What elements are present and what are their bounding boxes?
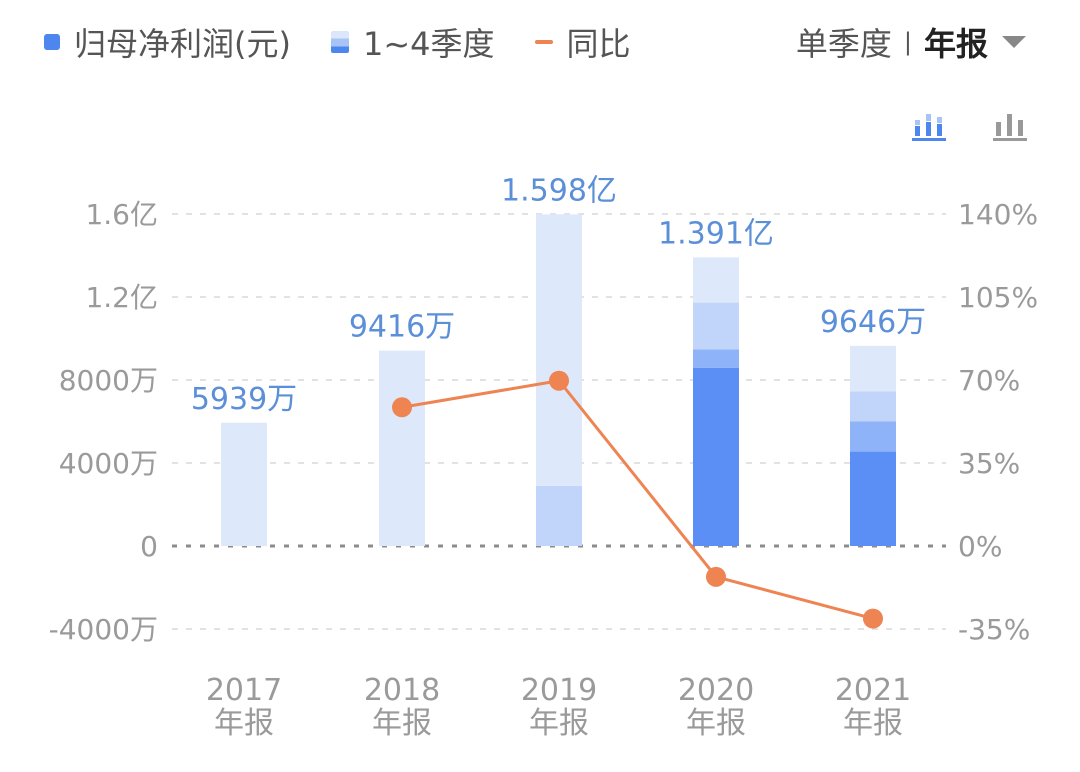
right-tick-label: 35% xyxy=(958,447,1020,480)
bar-segment[interactable] xyxy=(693,257,739,303)
chart-legend: 归母净利润(元) 1~4季度 同比 xyxy=(44,18,671,66)
net-profit-swatch-icon xyxy=(44,34,60,50)
x-tick-period: 年报 xyxy=(214,706,274,741)
bar-segment[interactable] xyxy=(693,302,739,350)
yoy-line xyxy=(392,370,883,629)
bar-segment[interactable] xyxy=(850,421,896,452)
period-switch: 单季度 | 年报 xyxy=(796,18,1026,66)
x-tick-year: 2017 xyxy=(206,673,282,708)
stacked-bars xyxy=(221,214,896,546)
quarters-swatch-icon xyxy=(330,31,349,53)
bar-segment[interactable] xyxy=(850,345,896,392)
yoy-swatch-icon xyxy=(534,40,553,44)
bar-segment[interactable] xyxy=(221,422,267,546)
legend-item-quarters[interactable]: 1~4季度 xyxy=(330,19,495,65)
period-separator: | xyxy=(903,28,912,56)
right-tick-label: 105% xyxy=(958,281,1038,314)
bar-data-label: 1.391亿 xyxy=(658,216,774,251)
period-option-quarter[interactable]: 单季度 xyxy=(795,25,892,63)
right-tick-label: 0% xyxy=(958,530,1002,563)
period-option-annual[interactable]: 年报 xyxy=(923,25,988,63)
axis-ticks: 1.6亿 1.2亿 8000万 4000万 0 -4000万 140% 105% 70% 35% 0… xyxy=(49,198,1038,741)
x-tick-period: 年报 xyxy=(372,706,432,741)
legend-label-yoy: 同比 xyxy=(566,25,631,63)
yoy-point[interactable] xyxy=(863,608,883,629)
bar-segment[interactable] xyxy=(693,349,739,368)
left-tick-label: 1.6亿 xyxy=(85,198,158,231)
bar-segment[interactable] xyxy=(850,391,896,422)
legend-item-net-profit[interactable]: 归母净利润(元) xyxy=(44,19,291,65)
bar-data-label: 1.598亿 xyxy=(501,173,617,208)
bar-segment[interactable] xyxy=(536,485,582,546)
right-tick-label: -35% xyxy=(958,613,1030,646)
left-tick-label: 4000万 xyxy=(59,447,158,480)
yoy-point[interactable] xyxy=(706,566,726,587)
bar-segment[interactable] xyxy=(693,367,739,546)
right-tick-label: 140% xyxy=(958,198,1038,231)
x-tick-period: 年报 xyxy=(529,706,589,741)
yoy-point[interactable] xyxy=(549,370,569,391)
left-tick-label: 1.2亿 xyxy=(85,281,158,314)
x-tick-year: 2018 xyxy=(364,673,440,708)
left-tick-label: -4000万 xyxy=(49,613,158,646)
bar-data-label: 5939万 xyxy=(191,382,297,417)
legend-label-net-profit: 归母净利润(元) xyxy=(74,25,291,63)
stacked-bar-chart-icon[interactable] xyxy=(912,112,946,142)
x-tick-year: 2021 xyxy=(835,673,911,708)
bar-data-label: 9416万 xyxy=(349,310,455,345)
x-tick-period: 年报 xyxy=(686,706,746,741)
left-tick-label: 0 xyxy=(140,530,158,563)
yoy-point[interactable] xyxy=(392,397,412,418)
bar-segment[interactable] xyxy=(850,451,896,546)
x-tick-year: 2020 xyxy=(678,673,754,708)
x-tick-year: 2019 xyxy=(521,673,597,708)
legend-item-yoy[interactable]: 同比 xyxy=(534,19,631,65)
right-tick-label: 70% xyxy=(958,364,1020,397)
chevron-down-icon[interactable] xyxy=(1002,36,1026,48)
bar-segment[interactable] xyxy=(379,350,425,546)
bar-segment[interactable] xyxy=(536,214,582,486)
x-tick-period: 年报 xyxy=(843,706,903,741)
bar-chart-icon[interactable] xyxy=(993,112,1027,142)
grid-lines xyxy=(172,213,946,630)
yoy-line-path xyxy=(401,379,874,621)
legend-label-quarters: 1~4季度 xyxy=(362,25,495,63)
left-tick-label: 8000万 xyxy=(59,364,158,397)
data-labels: 5939万 9416万 1.598亿 1.391亿 9646万 xyxy=(191,173,926,416)
bar-data-label: 9646万 xyxy=(820,305,926,340)
